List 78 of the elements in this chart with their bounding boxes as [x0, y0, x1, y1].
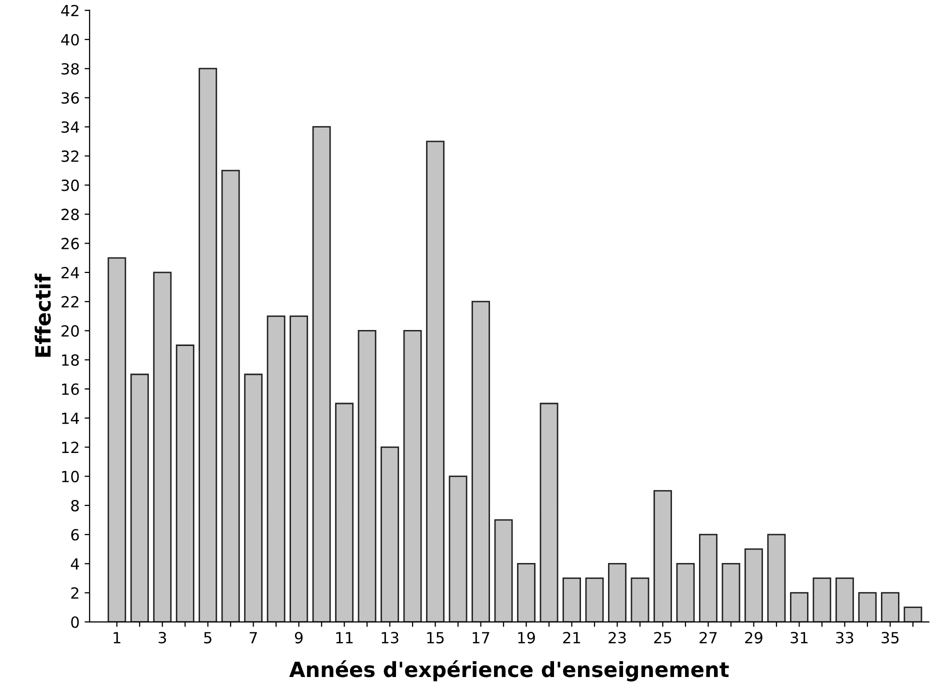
- bar: [722, 562, 740, 622]
- bar: [380, 446, 400, 622]
- bar: [448, 476, 468, 622]
- bar: [130, 374, 149, 622]
- y-tick-label: 10: [62, 470, 79, 482]
- x-tick-label: 11: [336, 632, 353, 644]
- bar: [562, 578, 581, 622]
- bar: [812, 578, 832, 622]
- bar: [880, 592, 900, 622]
- y-tick-label: 34: [62, 121, 80, 133]
- y-tick-label: 0: [71, 616, 79, 628]
- y-tick-label: 4: [70, 558, 80, 570]
- y-tick-label: 12: [62, 442, 78, 453]
- y-tick-label: 8: [71, 500, 79, 512]
- y-tick-label: 26: [62, 238, 79, 250]
- y-tick-label: 32: [62, 150, 78, 162]
- y-tick-label: 28: [62, 208, 79, 220]
- x-tick-label: 25: [654, 632, 672, 644]
- bar: [744, 548, 763, 622]
- x-axis-title: Années d'expérience d'enseignement: [289, 660, 729, 682]
- y-tick-label: 38: [62, 63, 79, 75]
- bar: [517, 562, 536, 622]
- y-tick-label: 40: [61, 34, 79, 46]
- bar: [221, 170, 240, 622]
- bar: [358, 330, 376, 622]
- bar: [426, 140, 445, 622]
- y-tick-label: 22: [62, 296, 78, 308]
- x-tick-label: 33: [836, 632, 854, 644]
- x-tick-label: 15: [427, 632, 444, 644]
- y-tick-label: 6: [71, 529, 79, 541]
- x-tick-label: 13: [382, 632, 398, 644]
- bar: [540, 402, 558, 622]
- y-tick-label: 18: [62, 354, 79, 366]
- x-tick-label: 7: [250, 632, 257, 644]
- bar: [767, 534, 786, 622]
- x-tick-label: 1: [114, 632, 120, 644]
- x-tick-label: 9: [294, 632, 303, 644]
- bar: [904, 606, 922, 622]
- bar: [654, 490, 672, 622]
- x-tick-label: 17: [472, 632, 490, 644]
- y-tick-label: 14: [62, 412, 80, 424]
- y-tick-label: 42: [61, 4, 78, 16]
- x-tick-label: 35: [882, 632, 899, 644]
- bar: [790, 592, 808, 622]
- x-tick-label: 5: [204, 632, 212, 644]
- bar: [244, 374, 263, 622]
- bar: [312, 126, 331, 622]
- x-tick-label: 31: [790, 632, 808, 644]
- y-tick-label: 20: [62, 325, 79, 337]
- bar: [630, 578, 650, 622]
- x-tick-label: 23: [608, 632, 626, 644]
- bar: [835, 578, 854, 622]
- bar: [176, 344, 194, 622]
- y-axis-title: Effectif: [34, 273, 51, 357]
- y-tick-label: 24: [62, 266, 80, 278]
- bar: [403, 330, 422, 622]
- bar: [699, 534, 718, 622]
- x-tick-label: 27: [700, 632, 717, 644]
- bar: [335, 402, 354, 622]
- bar: [858, 592, 877, 622]
- y-tick-label: 16: [62, 383, 79, 395]
- bar: [472, 300, 490, 622]
- y-tick-label: 30: [62, 180, 79, 192]
- bar: [608, 562, 626, 622]
- x-tick-label: 29: [745, 632, 762, 644]
- x-tick-label: 19: [518, 632, 535, 644]
- y-tick-label: 2: [71, 587, 78, 599]
- x-tick-label: 21: [563, 632, 580, 644]
- bar: [494, 519, 513, 622]
- bar: [290, 315, 308, 622]
- bar: [676, 562, 695, 622]
- bar: [266, 315, 286, 622]
- bar: [198, 68, 218, 622]
- bar: [108, 257, 126, 622]
- y-tick-label: 36: [62, 92, 79, 104]
- x-tick-label: 3: [158, 632, 166, 644]
- bar: [585, 578, 604, 622]
- bar: [153, 272, 172, 622]
